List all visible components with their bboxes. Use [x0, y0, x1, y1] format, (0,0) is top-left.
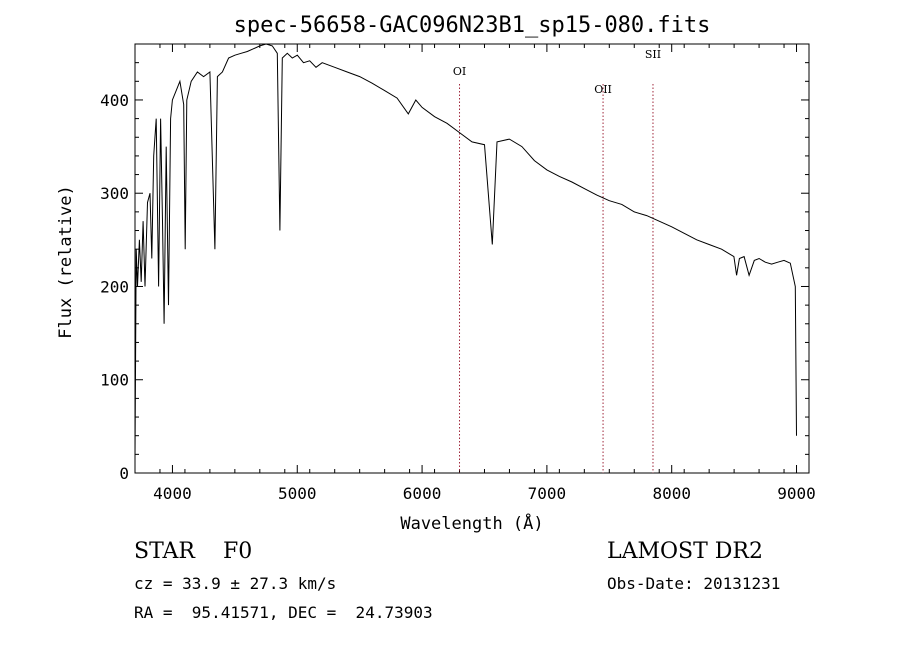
- star-type: STAR F0: [134, 539, 253, 564]
- x-tick-label: 8000: [652, 484, 691, 503]
- x-axis: 4000 5000 6000 7000 8000 9000: [134, 44, 816, 503]
- x-tick-label: 5000: [278, 484, 317, 503]
- plot-frame: [134, 43, 810, 474]
- y-tick-label: 200: [100, 277, 129, 296]
- emission-line-label: SII: [645, 48, 661, 61]
- emission-line-label: OI: [453, 65, 466, 78]
- survey-name: LAMOST DR2: [607, 539, 763, 564]
- x-tick-label: 7000: [528, 484, 567, 503]
- y-tick-label: 100: [100, 371, 129, 390]
- redshift-cz: cz = 33.9 ± 27.3 km/s: [134, 574, 337, 593]
- emission-line-markers: OI OII SII: [453, 48, 661, 473]
- x-tick-label: 9000: [777, 484, 816, 503]
- coordinates: RA = 95.41571, DEC = 24.73903: [134, 603, 433, 622]
- x-axis-label: Wavelength (Å): [400, 512, 543, 534]
- y-tick-label: 400: [100, 91, 129, 110]
- x-tick-label: 6000: [403, 484, 442, 503]
- x-tick-label: 4000: [153, 484, 192, 503]
- y-axis: 0 100 200 300 400: [100, 43, 809, 483]
- y-axis-label: Flux (relative): [56, 185, 76, 339]
- emission-line-label: OII: [594, 83, 612, 96]
- spectrum-line: [134, 43, 797, 460]
- y-tick-label: 0: [119, 464, 129, 483]
- y-tick-label: 300: [100, 184, 129, 203]
- chart-title: spec-56658-GAC096N23B1_sp15-080.fits: [234, 13, 711, 38]
- obs-date: Obs-Date: 20131231: [607, 574, 781, 593]
